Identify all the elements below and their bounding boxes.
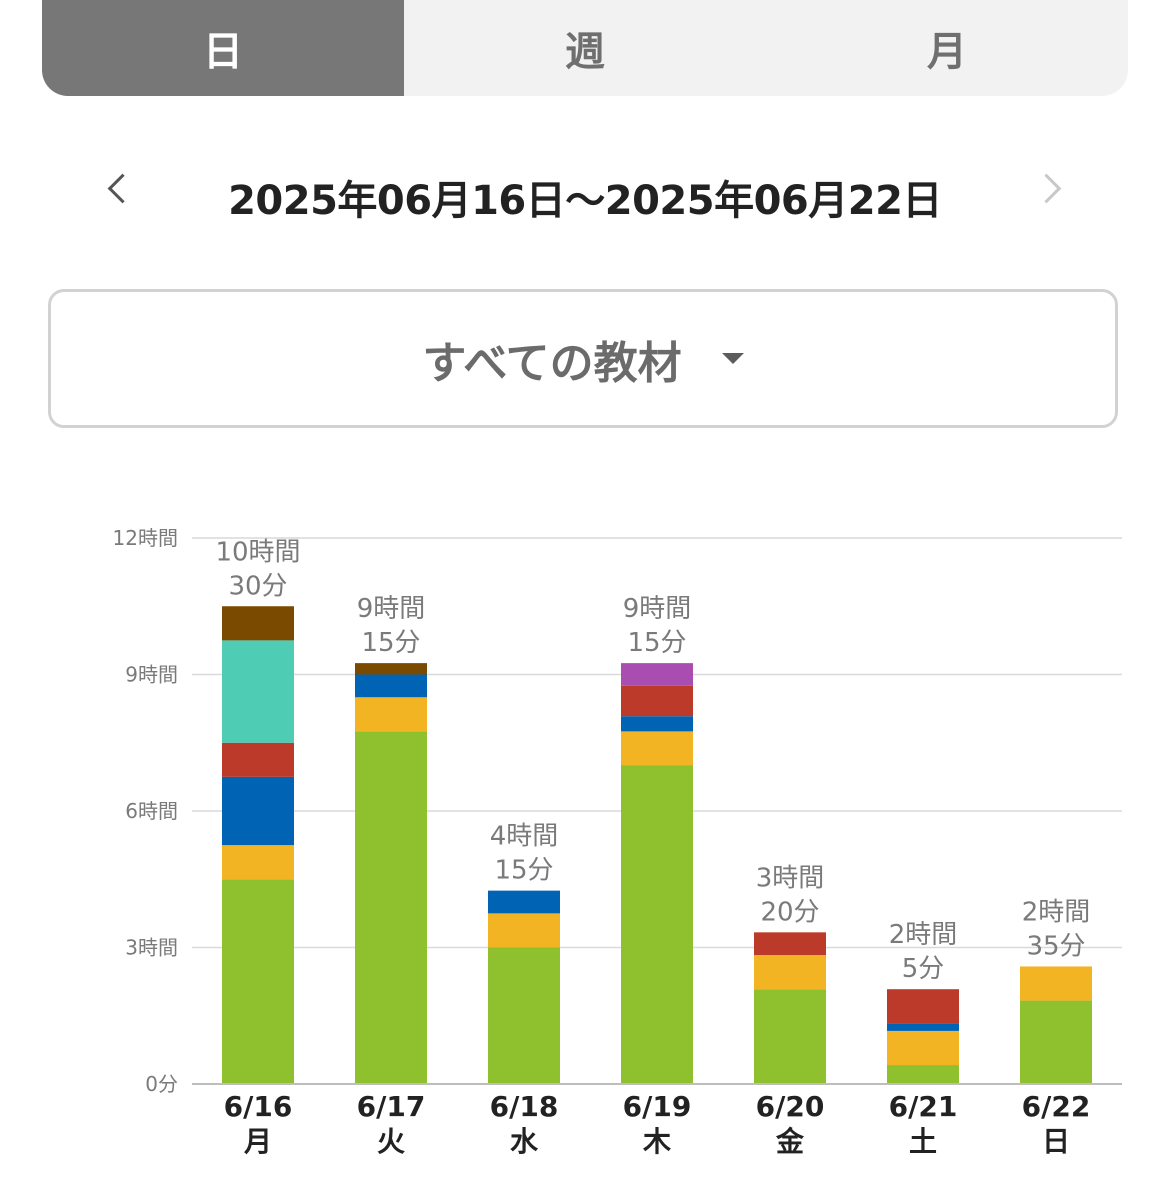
bar-segment — [754, 989, 826, 1084]
bar-segment — [754, 932, 826, 956]
bar-segment — [621, 765, 693, 1084]
x-tick-weekday: 火 — [377, 1125, 405, 1158]
bar-segment — [488, 947, 560, 1084]
bar-segment — [1020, 966, 1092, 1001]
bar-total-hours: 2時間 — [889, 920, 958, 950]
material-filter-dropdown[interactable]: すべての教材 — [48, 289, 1118, 428]
bar-segment — [621, 731, 693, 766]
date-range-title: 2025年06月16日〜2025年06月22日 — [228, 178, 942, 224]
bar-total-hours: 2時間 — [1022, 897, 1091, 927]
bar-segment — [222, 776, 294, 846]
bar-total-hours: 4時間 — [490, 822, 559, 852]
bar-segment — [355, 731, 427, 1084]
bar-segment — [222, 879, 294, 1084]
bar-segment — [355, 674, 427, 698]
bar-segment — [887, 1023, 959, 1031]
bar-segment — [1020, 1000, 1092, 1084]
bar-total-hours: 9時間 — [623, 594, 692, 624]
bar-segment — [621, 685, 693, 717]
x-tick-date: 6/20 — [756, 1090, 825, 1123]
x-tick-weekday: 土 — [909, 1125, 937, 1158]
x-tick-date: 6/21 — [889, 1090, 958, 1123]
tab-day[interactable]: 日 — [42, 0, 404, 96]
material-filter-label: すべての教材 — [422, 337, 682, 389]
bar-total-minutes: 20分 — [760, 897, 819, 927]
x-tick-date: 6/18 — [490, 1090, 559, 1123]
bar-total-minutes: 15分 — [494, 856, 553, 886]
x-tick-date: 6/16 — [224, 1090, 293, 1123]
bar-segment — [488, 890, 560, 914]
bar-segment — [621, 663, 693, 686]
bar-total-minutes: 15分 — [627, 628, 686, 658]
study-time-chart: 0分 3時間 6時間 9時間 12時間 10時間 30分 6/16月 9時間 15分 6/17火 4時… — [113, 526, 1122, 1158]
tab-week[interactable]: 週 — [565, 29, 605, 75]
date-navigator: 2025年06月16日〜2025年06月22日 — [0, 150, 1170, 240]
x-tick-weekday: 木 — [642, 1125, 671, 1158]
bar-total-hours: 9時間 — [357, 594, 426, 624]
bar-total-hours: 3時間 — [756, 863, 825, 893]
bar-total-minutes: 35分 — [1026, 931, 1085, 961]
x-tick-weekday: 月 — [243, 1125, 272, 1158]
y-tick-label: 0分 — [145, 1072, 178, 1096]
bar-total-hours: 10時間 — [215, 537, 300, 567]
bar-segment — [222, 845, 294, 880]
x-tick-date: 6/17 — [357, 1090, 426, 1123]
x-tick-weekday: 金 — [775, 1125, 805, 1158]
bar-segment — [355, 663, 427, 675]
bar-total-minutes: 15分 — [361, 628, 420, 658]
bar-segment — [222, 640, 294, 743]
bar-segment — [222, 606, 294, 641]
x-tick-weekday: 水 — [510, 1125, 539, 1158]
bar-segment — [754, 955, 826, 990]
bar-segment — [222, 742, 294, 777]
bar-segment — [621, 716, 693, 732]
bar-segment — [887, 989, 959, 1024]
bar-segment — [887, 1065, 959, 1084]
x-tick-weekday: 日 — [1042, 1125, 1070, 1158]
y-tick-label: 3時間 — [125, 936, 178, 960]
tab-month[interactable]: 月 — [927, 29, 967, 75]
x-tick-date: 6/22 — [1022, 1090, 1091, 1123]
caret-down-icon — [721, 353, 744, 364]
bar-total-minutes: 5分 — [902, 954, 945, 984]
period-tabs: 日 週 月 — [42, 0, 1128, 96]
bar-segment — [488, 913, 560, 948]
bar-total-minutes: 30分 — [228, 571, 287, 601]
y-tick-label: 12時間 — [113, 526, 178, 550]
y-tick-label: 9時間 — [125, 663, 178, 687]
bar-segment — [355, 697, 427, 732]
y-tick-label: 6時間 — [125, 799, 178, 823]
bar-segment — [887, 1030, 959, 1066]
x-tick-date: 6/19 — [623, 1090, 692, 1123]
